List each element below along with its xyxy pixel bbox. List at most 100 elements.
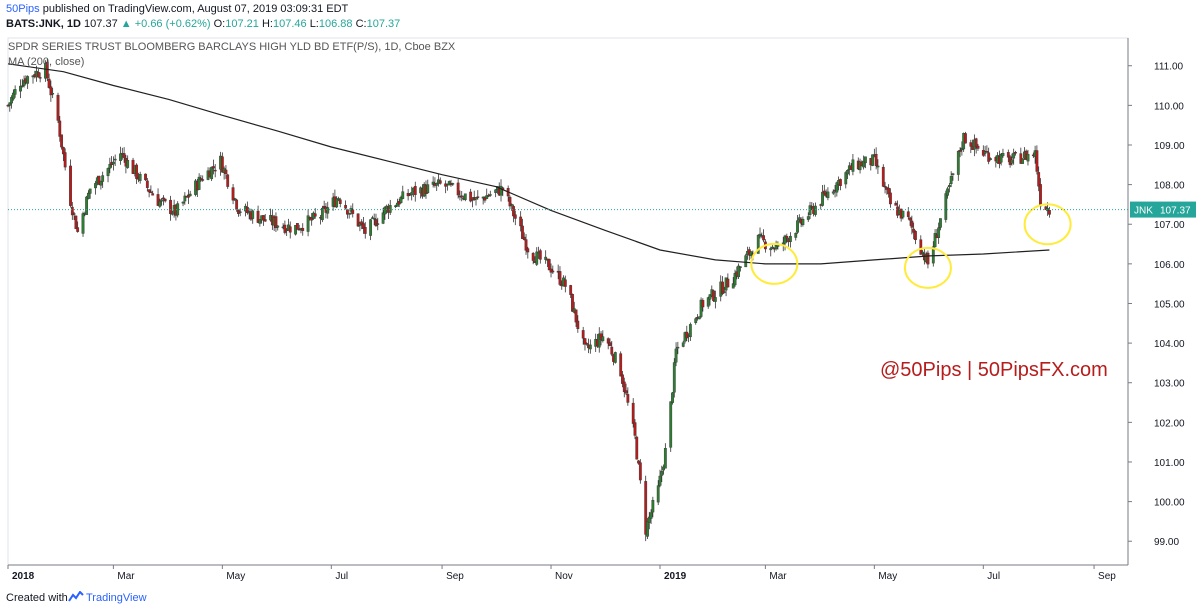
candle [956,150,960,181]
candle [806,212,810,222]
candle [733,269,737,287]
candle [510,203,514,211]
candle [656,480,660,506]
candle [976,143,980,151]
candle [999,153,1003,166]
last-price: 107.37 [84,18,118,30]
x-tick-label: Jul [987,571,1000,582]
candle [201,175,205,182]
y-tick-label: 107.00 [1154,220,1185,231]
candle [801,216,805,227]
candle [946,186,949,199]
candle [635,435,639,460]
candle [456,179,460,199]
candle [926,250,930,269]
candle [883,181,887,194]
candle [1014,150,1017,156]
candle [606,337,610,350]
candle [699,297,703,319]
last-price-tag-value: 107.37 [1160,206,1191,217]
candle [769,246,773,257]
candle [494,189,498,198]
ma-line [7,63,1050,265]
candle [910,215,914,235]
author-link[interactable]: 50Pips [6,3,40,15]
candle [485,188,489,199]
candle [438,177,442,185]
candle [483,196,487,203]
y-tick-label: 100.00 [1154,498,1185,509]
candle [931,241,935,267]
candle [574,309,578,328]
candle [569,284,573,298]
candle [1048,206,1051,218]
candle [937,222,941,244]
candle [169,195,172,221]
candle [86,190,90,200]
candle [88,188,92,199]
open-label: O: [213,18,226,30]
candle [326,201,330,219]
candle [908,216,912,226]
candle [762,229,765,243]
candle [376,217,380,231]
close-label: C: [355,18,367,30]
candle [958,147,962,158]
candle [785,233,789,243]
last-price-tag [1130,201,1196,218]
candle [108,157,112,174]
candle [19,79,22,99]
candle [499,179,503,202]
candle [558,266,562,287]
candle [22,75,26,88]
candle [862,155,866,170]
candle [647,511,651,530]
candle [660,465,664,483]
candle [672,358,676,398]
candle [460,191,464,202]
publish-line: 50Pips published on TradingView.com, Aug… [6,3,348,15]
candle [237,209,240,217]
candle [226,173,230,189]
candle [964,131,967,144]
candle [622,377,626,398]
candle [610,340,614,357]
candle [637,459,640,465]
candle [26,75,30,89]
candle [758,227,762,239]
candle [969,139,973,154]
candle [347,212,351,219]
created-with-text: Created with [6,592,68,604]
candle [949,171,953,188]
candle [1010,153,1014,166]
candle [1021,158,1025,164]
tradingview-brand-link[interactable]: TradingView [86,592,147,604]
candle [638,459,642,484]
candle [712,289,715,302]
x-tick-label: May [878,571,897,582]
candle [101,171,105,188]
candle [864,156,867,169]
candle [694,317,698,325]
candle [522,232,526,241]
watermark: @50Pips | 50PipsFX.com [880,359,1108,381]
x-tick-label: Sep [1098,571,1116,582]
candle [431,176,435,188]
candle [74,215,78,230]
candle [38,72,42,83]
x-tick-label: May [226,571,245,582]
highlight-circle [903,246,952,289]
candle [881,164,885,187]
candle [671,391,674,405]
y-tick-label: 105.00 [1154,299,1185,310]
candle [187,189,190,204]
candle [63,148,67,171]
candle [262,215,265,226]
candle [871,154,874,167]
candle [626,387,630,406]
candle [147,189,151,198]
candle [901,210,905,220]
candle [989,157,992,161]
